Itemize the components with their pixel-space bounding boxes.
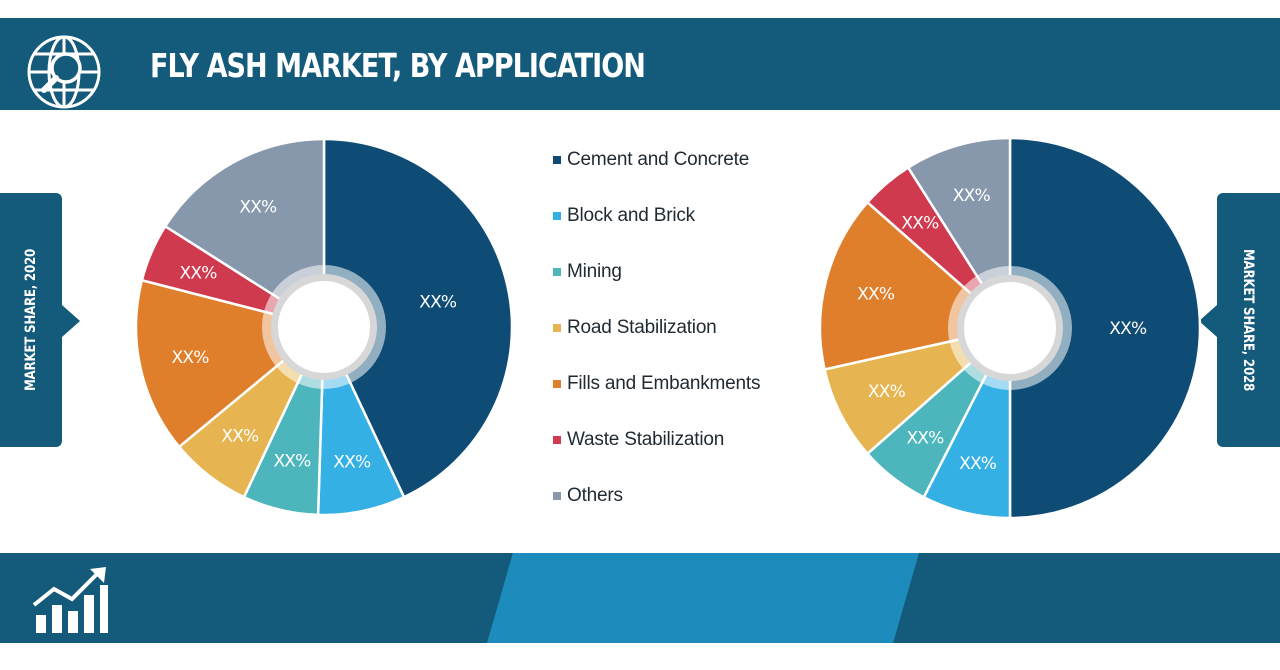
slice-label: XX% bbox=[419, 293, 457, 313]
legend-label: Mining bbox=[567, 261, 622, 282]
slice-label: XX% bbox=[1109, 319, 1147, 339]
legend-item: Block and Brick bbox=[553, 203, 695, 229]
slice-label: XX% bbox=[953, 186, 991, 206]
pie-slice bbox=[1008, 136, 1202, 520]
legend-item: Fills and Embankments bbox=[553, 371, 760, 397]
pie-hole bbox=[964, 282, 1056, 374]
market-share-2028-tab: MARKET SHARE, 2028 bbox=[1199, 193, 1280, 447]
legend-swatch bbox=[553, 212, 561, 220]
legend-swatch bbox=[553, 268, 561, 276]
slice-label: XX% bbox=[906, 429, 944, 449]
legend-swatch bbox=[553, 436, 561, 444]
slice-label: XX% bbox=[901, 214, 939, 234]
legend-label: Waste Stabilization bbox=[567, 429, 725, 450]
slice-label: XX% bbox=[273, 451, 311, 471]
growth-chart-icon bbox=[32, 567, 108, 633]
pie-slice bbox=[322, 137, 514, 499]
legend-label: Cement and Concrete bbox=[567, 149, 750, 170]
legend-label: Road Stabilization bbox=[567, 317, 717, 338]
legend-swatch bbox=[553, 324, 561, 332]
slice-label: XX% bbox=[857, 285, 895, 305]
slice-label: XX% bbox=[221, 426, 259, 446]
slice-label: XX% bbox=[959, 454, 997, 474]
market-share-2020-tab: MARKET SHARE, 2020 bbox=[0, 193, 80, 447]
legend-swatch bbox=[553, 492, 561, 500]
legend-item: Mining bbox=[553, 259, 622, 285]
legend-item: Waste Stabilization bbox=[553, 427, 724, 453]
legend-label: Fills and Embankments bbox=[567, 373, 761, 394]
legend-swatch bbox=[553, 156, 561, 164]
footer-accent-band bbox=[487, 553, 919, 643]
legend-swatch bbox=[553, 380, 561, 388]
slice-label: XX% bbox=[333, 452, 371, 472]
slice-label: XX% bbox=[239, 198, 277, 218]
footer-bar bbox=[0, 553, 1280, 643]
legend-item: Cement and Concrete bbox=[553, 147, 749, 173]
pie-chart-2020: XX% XX% XX% XX% XX% XX% XX% bbox=[134, 137, 514, 517]
legend-label: Others bbox=[567, 485, 623, 506]
pie-chart-2028: XX% XX% XX% XX% XX% XX% XX% bbox=[818, 136, 1202, 520]
legend-item: Road Stabilization bbox=[553, 315, 717, 341]
slice-label: XX% bbox=[868, 382, 906, 402]
legend-item: Others bbox=[553, 483, 623, 509]
page-title: FLY ASH MARKET, BY APPLICATION bbox=[150, 46, 646, 85]
legend-label: Block and Brick bbox=[567, 205, 695, 226]
slice-label: XX% bbox=[172, 348, 210, 368]
header-bar: FLY ASH MARKET, BY APPLICATION bbox=[0, 18, 1280, 110]
pie-hole bbox=[278, 281, 370, 373]
slice-label: XX% bbox=[180, 263, 218, 283]
globe-search-icon bbox=[27, 35, 101, 109]
